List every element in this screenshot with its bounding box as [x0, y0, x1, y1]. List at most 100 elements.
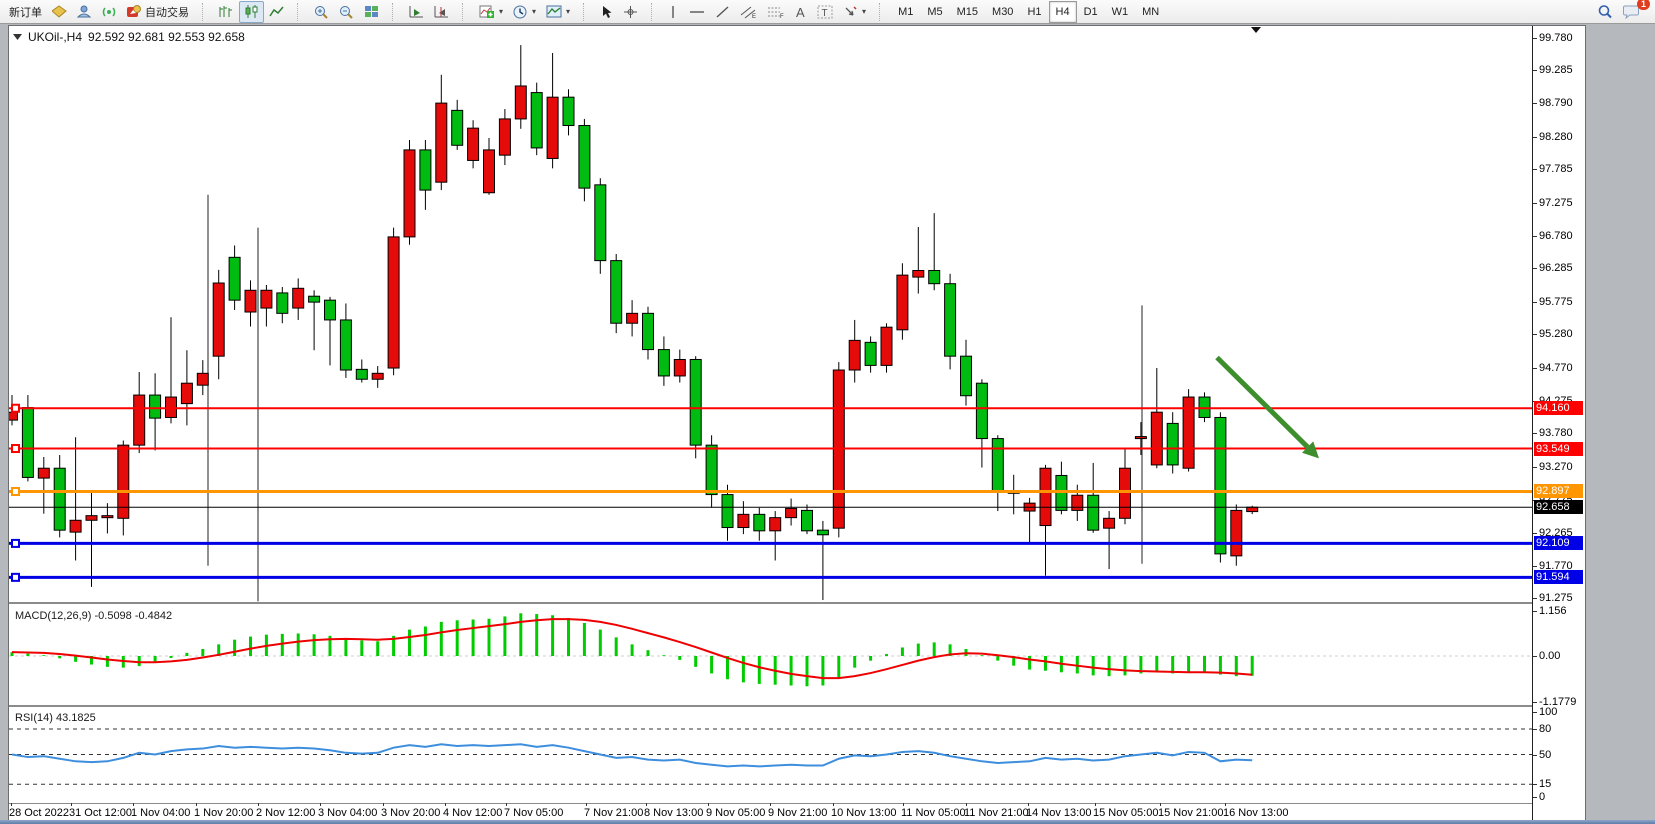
pane-separator-macd[interactable] [9, 602, 1532, 604]
timeframe-button-m1[interactable]: M1 [898, 5, 914, 18]
svg-text:T: T [822, 8, 828, 19]
candle-body [1039, 467, 1052, 527]
vertical-line-icon[interactable] [663, 1, 684, 23]
chat-icon[interactable]: 1 [1618, 0, 1650, 23]
hline-anchor-marker[interactable] [11, 486, 20, 496]
collapse-triangle-icon[interactable] [13, 33, 22, 41]
timeframe-button-m30[interactable]: M30 [992, 5, 1014, 18]
price-tick-label: 96.780 [1539, 229, 1573, 242]
date-label: 1 Nov 20:00 [194, 807, 254, 819]
crosshair-icon[interactable] [618, 1, 643, 23]
indicators-button[interactable]: ▾ [474, 1, 508, 23]
date-label: 7 Nov 05:00 [504, 807, 564, 819]
axis-tick [1533, 701, 1537, 703]
horizontal-line-icon[interactable] [684, 1, 710, 23]
candle-body [292, 287, 305, 309]
periods-button[interactable]: ▾ [508, 1, 541, 23]
zoom-in-icon[interactable] [309, 1, 334, 23]
timeframe-button-m15[interactable]: M15 [956, 5, 979, 18]
chart-shift-triangle-icon[interactable] [1251, 27, 1261, 33]
candle-body [816, 529, 829, 536]
date-tick [71, 803, 72, 806]
candle-body [1071, 494, 1084, 511]
time-axis[interactable]: 28 Oct 2022 31 Oct 12:00 1 Nov 04:00 1 Nov … [9, 803, 1532, 821]
candle-body [308, 295, 321, 303]
history-center-icon[interactable] [47, 1, 72, 23]
search-icon[interactable] [1592, 1, 1618, 23]
candle-body [912, 270, 925, 278]
candle-body [117, 444, 130, 519]
candle-body [1103, 517, 1116, 529]
hline-anchor-marker[interactable] [11, 538, 20, 548]
new-order-button[interactable]: 新订单 [4, 1, 47, 23]
line-chart-icon[interactable] [264, 1, 289, 23]
date-tick [383, 803, 384, 806]
candlestick-chart-icon[interactable] [239, 0, 264, 23]
candle-body [705, 444, 718, 496]
timeframe-button-m5[interactable]: M5 [927, 5, 943, 18]
date-label: 31 Oct 12:00 [69, 807, 132, 819]
bar-chart-icon[interactable] [214, 1, 239, 23]
depth-of-market-icon[interactable] [429, 1, 454, 23]
community-icon[interactable] [72, 1, 97, 23]
tile-windows-icon[interactable] [359, 1, 384, 23]
cursor-icon[interactable] [595, 1, 618, 23]
axis-tick [1533, 136, 1537, 138]
fibonacci-icon[interactable]: F [762, 1, 789, 23]
pane-separator-rsi[interactable] [9, 705, 1532, 707]
date-label: 11 Nov 21:00 [964, 807, 1029, 819]
timeframe-button-h4[interactable]: H4 [1048, 0, 1077, 23]
templates-button[interactable]: ▾ [541, 1, 575, 23]
signal-icon[interactable] [97, 1, 122, 23]
text-label-icon[interactable]: T [812, 1, 838, 23]
hline-anchor-marker[interactable] [11, 572, 20, 582]
timeframe-button-mn[interactable]: MN [1142, 5, 1160, 18]
strategy-tester-icon[interactable] [404, 1, 429, 23]
timeframe-button-h1[interactable]: H1 [1027, 5, 1042, 18]
axis-tick [1533, 433, 1537, 435]
price-line-chip-92.658: 92.658 [1534, 500, 1583, 515]
arrows-tool-icon[interactable]: ▾ [838, 1, 871, 23]
price-tick-label: 97.785 [1539, 163, 1573, 176]
price-tick-label: 99.285 [1539, 64, 1573, 77]
equidistant-channel-icon[interactable]: E [735, 1, 762, 23]
candle-body [85, 515, 98, 521]
candle-body [562, 96, 575, 127]
timeframe-button-w1[interactable]: W1 [1111, 5, 1129, 18]
candle-body [276, 292, 289, 314]
price-line-chip-92.109: 92.109 [1534, 536, 1583, 551]
price-tick-label: 96.285 [1539, 262, 1573, 275]
date-tick [966, 803, 967, 806]
chart-window[interactable]: UKOil-,H4 92.592 92.681 92.553 92.658 MA… [8, 25, 1586, 822]
toolbar-separator [202, 2, 208, 21]
axis-tick [1533, 729, 1537, 730]
zoom-out-icon[interactable] [334, 1, 359, 23]
candle-body [785, 507, 798, 519]
price-tick-label: 95.775 [1539, 295, 1573, 308]
date-label: 28 Oct 2022 [9, 807, 69, 819]
axis-tick [1533, 754, 1537, 756]
candle-body [133, 394, 146, 446]
candlestick-chart[interactable] [9, 26, 1532, 821]
text-icon[interactable]: A [789, 1, 812, 23]
price-tick-label: 95.280 [1539, 328, 1573, 341]
symbol-period-label: UKOil-,H4 [28, 30, 83, 44]
date-tick [1028, 803, 1029, 806]
axis-tick [1533, 797, 1537, 798]
auto-trading-button[interactable]: 自动交易 [122, 1, 194, 23]
candle-body [244, 289, 257, 313]
candle-body [196, 372, 209, 386]
price-tick-label: 93.780 [1539, 427, 1573, 440]
price-axis[interactable]: 99.780 99.285 98.790 98.280 97.785 97.275 96.7… [1532, 26, 1585, 820]
timeframe-button-d1[interactable]: D1 [1083, 5, 1098, 18]
hline-anchor-marker[interactable] [11, 444, 20, 454]
candle-body [149, 394, 162, 419]
hline-anchor-marker[interactable] [11, 403, 20, 413]
candle-body [212, 282, 225, 357]
price-line-chip-93.549: 93.549 [1534, 441, 1583, 456]
trendline-icon[interactable] [710, 1, 735, 23]
svg-text:E: E [752, 14, 756, 19]
rsi-indicator-label: RSI(14) 43.1825 [15, 712, 96, 724]
trend-arrow-annotation[interactable] [1215, 355, 1310, 449]
axis-tick [1533, 784, 1537, 786]
